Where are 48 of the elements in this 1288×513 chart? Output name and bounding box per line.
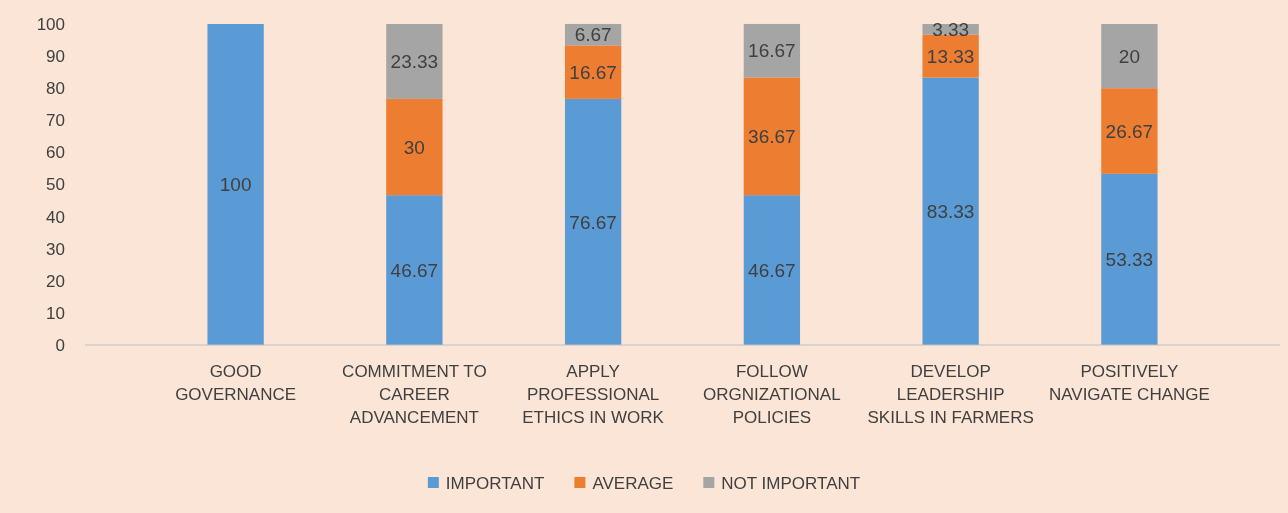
bar — [1101, 24, 1158, 89]
y-tick-label: 30 — [46, 239, 65, 259]
x-tick-label: FOLLOW ORGNIZATIONAL POLICIES — [703, 362, 841, 427]
bar — [1101, 173, 1158, 345]
y-tick-label: 50 — [46, 175, 65, 195]
y-tick-label: 80 — [46, 79, 65, 99]
data-label: 23.33 — [390, 51, 439, 73]
bar — [564, 45, 622, 99]
x-tick-label: GOOD GOVERNANCE — [175, 362, 297, 404]
data-label: 3.33 — [932, 19, 970, 41]
bar — [207, 24, 264, 345]
data-label: 46.67 — [748, 259, 796, 281]
data-label: 13.33 — [926, 45, 975, 67]
x-tick-label: APPLY PROFESSIONAL ETHICS IN WORK — [522, 362, 665, 427]
x-tick-label: COMMITMENT TO CAREER ADVANCEMENT — [342, 362, 487, 427]
y-tick-label: 0 — [55, 335, 65, 355]
y-tick-label: 60 — [46, 143, 65, 163]
data-label: 6.67 — [574, 24, 612, 46]
bar — [386, 98, 443, 196]
y-tick-label: 100 — [36, 14, 65, 34]
data-label: 76.67 — [569, 211, 617, 233]
y-tick-label: 20 — [46, 271, 65, 291]
bar — [564, 98, 622, 345]
data-label: 100 — [219, 174, 252, 196]
data-label: 30 — [403, 136, 425, 158]
x-tick-label: POSITIVELY NAVIGATE CHANGE — [1048, 362, 1210, 404]
data-label: 26.67 — [1105, 120, 1154, 142]
data-label: 83.33 — [926, 200, 975, 222]
legend-label: IMPORTANT — [445, 473, 545, 493]
data-label: 36.67 — [748, 125, 796, 147]
data-label: 20 — [1118, 45, 1140, 67]
data-label: 16.67 — [569, 61, 617, 83]
bar — [922, 77, 979, 345]
y-tick-label: 90 — [46, 47, 65, 67]
data-label: 53.33 — [1105, 249, 1154, 271]
y-tick-label: 40 — [46, 207, 65, 227]
legend-label: NOT IMPORTANT — [721, 473, 861, 493]
data-label: 46.67 — [390, 259, 439, 281]
bar — [743, 77, 801, 196]
bar — [743, 195, 801, 345]
x-tick-label: DEVELOP LEADERSHIP SKILLS IN FARMERS — [867, 362, 1034, 427]
y-tick-label: 10 — [46, 303, 65, 323]
y-tick-label: 70 — [46, 111, 65, 131]
bar — [386, 24, 443, 99]
legend-label: AVERAGE — [592, 473, 674, 493]
bar — [1101, 88, 1158, 174]
bar — [386, 195, 443, 345]
data-label: 16.67 — [748, 40, 796, 62]
